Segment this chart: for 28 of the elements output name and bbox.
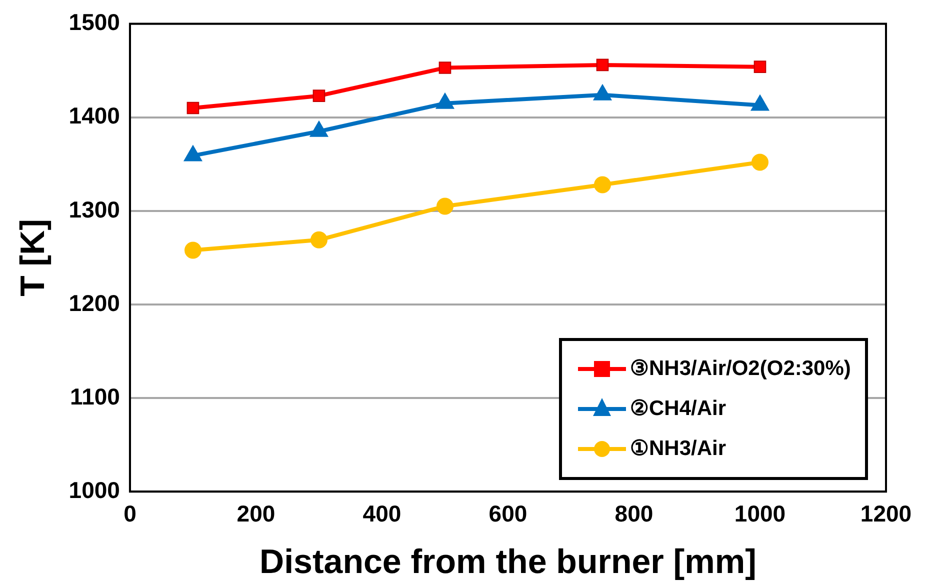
x-tick-label: 800 — [614, 500, 654, 527]
point — [310, 231, 328, 248]
x-tick-label: 200 — [236, 500, 276, 527]
x-tick-label: 0 — [124, 500, 136, 527]
point — [312, 90, 326, 102]
point — [754, 60, 766, 73]
point — [184, 242, 202, 259]
y-tick-label: 1300 — [68, 196, 120, 222]
x-tick-label: 400 — [362, 500, 402, 527]
y-tick-label: 1000 — [68, 476, 120, 503]
x-tick-label: 600 — [488, 500, 528, 527]
legend-label: ②CH4/Air — [630, 396, 726, 422]
y-tick-label: 1500 — [68, 9, 120, 36]
point — [436, 198, 454, 215]
y-tick-label: 1100 — [70, 383, 120, 410]
point — [186, 102, 200, 114]
point — [751, 154, 768, 171]
y-tick-label: 1200 — [68, 290, 120, 316]
point — [438, 62, 452, 74]
point — [594, 176, 611, 194]
y-axis-title: T [K] — [14, 218, 52, 296]
y-tick-label: 1400 — [68, 102, 120, 129]
point — [596, 58, 609, 72]
legend-label: ①NH3/Air — [630, 436, 726, 462]
x-tick-label: 1000 — [734, 500, 786, 527]
x-axis-title: Distance from the burner [mm] — [260, 542, 756, 581]
legend-label: ③NH3/Air/O2(O2:30%) — [630, 356, 851, 382]
x-tick-label: 1200 — [860, 500, 912, 527]
